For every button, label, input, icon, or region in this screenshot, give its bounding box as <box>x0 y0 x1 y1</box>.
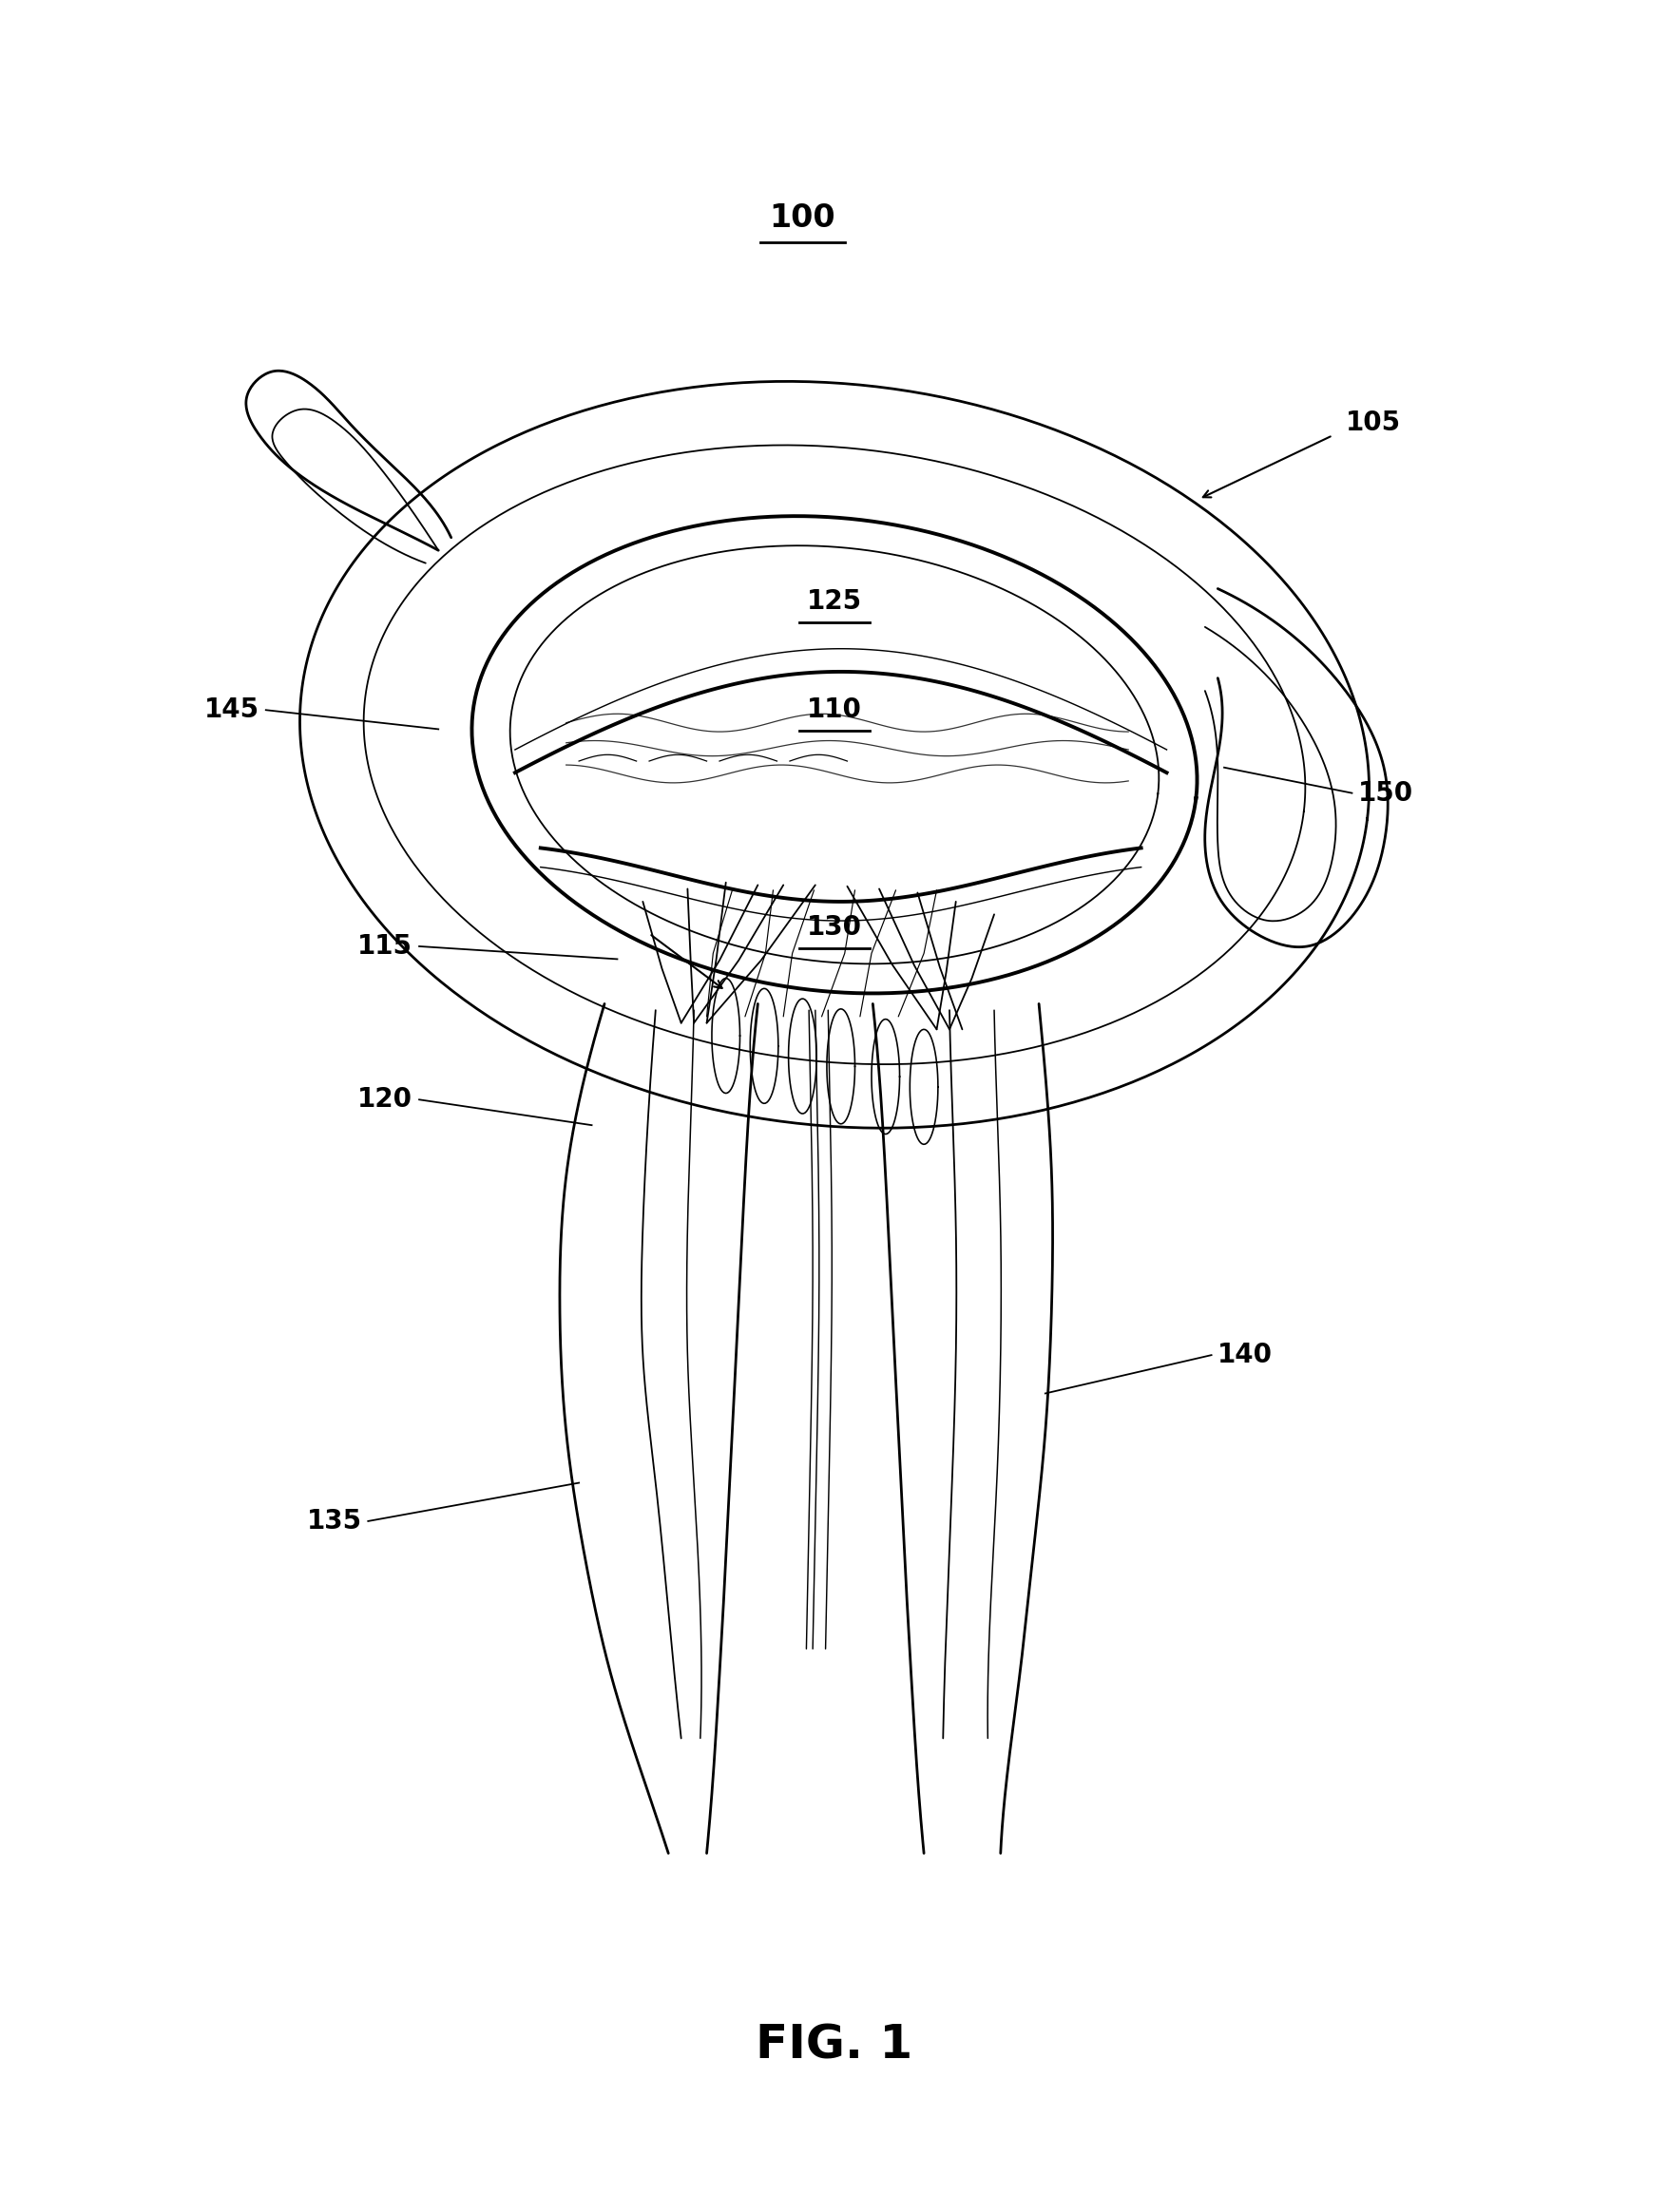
Text: 105: 105 <box>1344 409 1399 436</box>
Text: 120: 120 <box>357 1086 412 1113</box>
Text: 125: 125 <box>806 588 862 615</box>
Text: 135: 135 <box>307 1509 362 1535</box>
Text: 140: 140 <box>1218 1343 1273 1369</box>
Text: 130: 130 <box>806 914 862 940</box>
Text: 150: 150 <box>1358 781 1413 807</box>
Text: 115: 115 <box>357 933 412 960</box>
Text: 110: 110 <box>807 697 861 723</box>
Text: FIG. 1: FIG. 1 <box>756 2022 912 2068</box>
Text: 145: 145 <box>203 697 259 723</box>
Text: 100: 100 <box>769 204 836 234</box>
